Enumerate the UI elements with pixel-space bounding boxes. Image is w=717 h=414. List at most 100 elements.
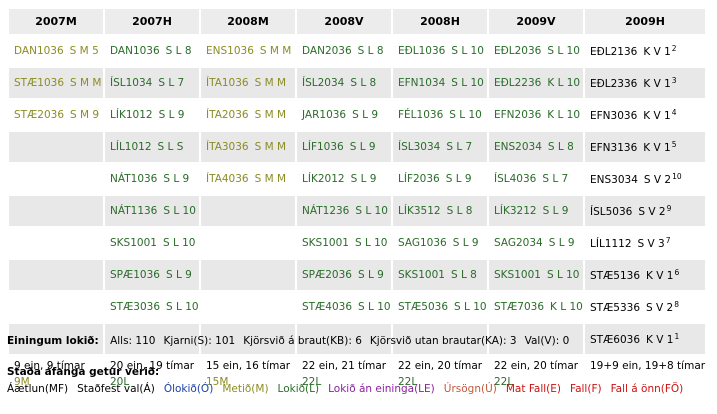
course-code: NÁT1036 <box>110 173 158 185</box>
total-credits-hours: 20 ein, 19 tímar <box>110 360 195 372</box>
course-code: EÐL2136 <box>590 46 638 58</box>
footnote-marker: 1 <box>674 332 680 341</box>
course-code: STÆ1036 <box>14 77 65 89</box>
course-code: LÍL1112 <box>590 238 632 250</box>
course-cell[interactable]: SPÆ2036 S L 9 <box>297 260 391 290</box>
course-cell[interactable]: ÍTA2036 S M M <box>201 100 295 130</box>
course-cell[interactable]: STÆ5336 S V 28 <box>585 292 706 322</box>
course-cell[interactable]: DAN1036 S M 5 <box>9 36 103 66</box>
course-row: STÆ2036 S M 9 LÍK1012 S L 9 ÍTA2036 S M M JAR1… <box>9 100 706 130</box>
course-cell[interactable]: ÍSL3034 S L 7 <box>393 132 487 162</box>
course-info: K L 10 <box>547 109 581 121</box>
total-credits-hours: 19+9 ein, 19+8 tímar <box>590 360 706 372</box>
course-cell <box>105 324 199 354</box>
course-info: S L 7 <box>542 173 569 185</box>
course-info: S M M <box>254 77 287 89</box>
course-code: SKS1001 <box>398 269 445 281</box>
course-cell[interactable]: STÆ5036 S L 10 <box>393 292 487 322</box>
course-cell[interactable]: ÍTA1036 S M M <box>201 68 295 98</box>
course-cell[interactable]: EFN1034 S L 10 <box>393 68 487 98</box>
course-info: K V 1 <box>643 78 671 90</box>
course-cell[interactable]: LÍF2036 S L 9 <box>393 164 487 194</box>
course-cell[interactable]: LÍL1012 S L S <box>105 132 199 162</box>
course-code: EÐL1036 <box>398 45 446 57</box>
course-info: S L 9 <box>349 141 376 153</box>
course-info: S L 10 <box>547 45 580 57</box>
status-legend: Áætlun(MF) Staðfest val(Á) Ólokið(Ó) Metið(… <box>7 383 692 395</box>
semester-header: 2009H <box>585 9 706 34</box>
course-cell[interactable]: ÍTA4036 S M M <box>201 164 295 194</box>
course-cell[interactable]: EÐL2036 S L 10 <box>489 36 583 66</box>
course-info: S L 10 <box>355 205 388 217</box>
course-code: SKS1001 <box>302 237 349 249</box>
course-cell[interactable]: ENS2034 S L 8 <box>489 132 583 162</box>
course-cell[interactable]: SKS1001 S L 8 <box>393 260 487 290</box>
course-cell[interactable]: NÁT1236 S L 10 <box>297 196 391 226</box>
course-code: ÍSL3034 <box>398 141 441 153</box>
course-cell[interactable]: ENS3034 S V 210 <box>585 164 706 194</box>
course-cell[interactable]: EÐL2236 K L 10 <box>489 68 583 98</box>
footnote-marker: 5 <box>671 140 677 149</box>
course-cell <box>201 196 295 226</box>
course-code: EFN1034 <box>398 77 446 89</box>
course-cell[interactable]: ÍSL5036 S V 29 <box>585 196 706 226</box>
course-cell <box>9 228 103 258</box>
course-cell[interactable]: LÍK2012 S L 9 <box>297 164 391 194</box>
course-code: STÆ5036 <box>398 301 449 313</box>
course-cell[interactable]: EFN2036 K L 10 <box>489 100 583 130</box>
course-cell[interactable]: EÐL2136 K V 12 <box>585 36 706 66</box>
course-info: S M 9 <box>70 109 100 121</box>
course-info: K L 10 <box>547 77 581 89</box>
semester-header: 2008V <box>297 9 391 34</box>
course-cell[interactable]: SAG2034 S L 9 <box>489 228 583 258</box>
course-cell[interactable]: DAN1036 S L 8 <box>105 36 199 66</box>
course-cell[interactable]: EÐL1036 S L 10 <box>393 36 487 66</box>
course-cell[interactable]: LÍL1112 S V 37 <box>585 228 706 258</box>
course-cell[interactable]: NÁT1036 S L 9 <box>105 164 199 194</box>
course-cell[interactable]: STÆ1036 S M M <box>9 68 103 98</box>
course-cell[interactable]: LÍF1036 S L 9 <box>297 132 391 162</box>
course-info: S M M <box>259 45 292 57</box>
course-cell[interactable]: ÍSL4036 S L 7 <box>489 164 583 194</box>
course-info: K V 1 <box>646 270 674 282</box>
semester-total: 15 ein, 16 tímar 15M <box>201 356 295 390</box>
course-cell[interactable]: SAG1036 S L 9 <box>393 228 487 258</box>
credits-summary-item: Alls: 110 <box>110 335 156 347</box>
total-status: 22L <box>302 376 322 388</box>
course-cell[interactable]: STÆ3036 S L 10 <box>105 292 199 322</box>
course-cell[interactable]: NÁT1136 S L 10 <box>105 196 199 226</box>
course-cell[interactable]: LÍK1012 S L 9 <box>105 100 199 130</box>
course-cell[interactable]: LÍK3212 S L 9 <box>489 196 583 226</box>
course-cell[interactable]: STÆ5136 K V 16 <box>585 260 706 290</box>
course-cell[interactable]: STÆ7036 K L 10 <box>489 292 583 322</box>
course-schedule-table: 2007M 2007H 2008M 2008V 2008H 2009V 2009H DAN1… <box>7 7 707 392</box>
course-cell[interactable]: STÆ6036 K V 11 <box>585 324 706 354</box>
course-info: S V 2 <box>643 174 672 186</box>
course-cell[interactable]: SPÆ1036 S L 9 <box>105 260 199 290</box>
course-cell[interactable]: ENS1036 S M M <box>201 36 295 66</box>
course-cell[interactable]: JAR1036 S L 9 <box>297 100 391 130</box>
course-cell[interactable]: ÍTA3036 S M M <box>201 132 295 162</box>
status-legend-item: Fall(F) <box>570 383 602 395</box>
course-cell <box>9 260 103 290</box>
course-cell[interactable]: STÆ4036 S L 10 <box>297 292 391 322</box>
course-cell[interactable]: SKS1001 S L 10 <box>105 228 199 258</box>
total-credits-hours: 22 ein, 21 tímar <box>302 360 387 372</box>
course-cell[interactable]: STÆ2036 S M 9 <box>9 100 103 130</box>
course-cell[interactable]: EÐL2336 K V 13 <box>585 68 706 98</box>
course-cell[interactable]: EFN3036 K V 14 <box>585 100 706 130</box>
course-info: S L 9 <box>165 269 192 281</box>
course-cell[interactable]: EFN3136 K V 15 <box>585 132 706 162</box>
course-cell[interactable]: ÍSL1034 S L 7 <box>105 68 199 98</box>
course-info: S L 9 <box>352 109 378 121</box>
course-cell[interactable]: FÉL1036 S L 10 <box>393 100 487 130</box>
course-code: SPÆ1036 <box>110 269 160 281</box>
course-cell[interactable]: LÍK3512 S L 8 <box>393 196 487 226</box>
course-cell[interactable]: SKS1001 S L 10 <box>297 228 391 258</box>
course-info: S L 10 <box>166 301 199 313</box>
course-code: ENS3034 <box>590 174 638 186</box>
credits-summary: Einingum lokið: Alls: 110 Kjarni(S): 101 K… <box>7 335 577 347</box>
course-cell[interactable]: DAN2036 S L 8 <box>297 36 391 66</box>
course-cell[interactable]: ÍSL2034 S L 8 <box>297 68 391 98</box>
course-cell[interactable]: SKS1001 S L 10 <box>489 260 583 290</box>
